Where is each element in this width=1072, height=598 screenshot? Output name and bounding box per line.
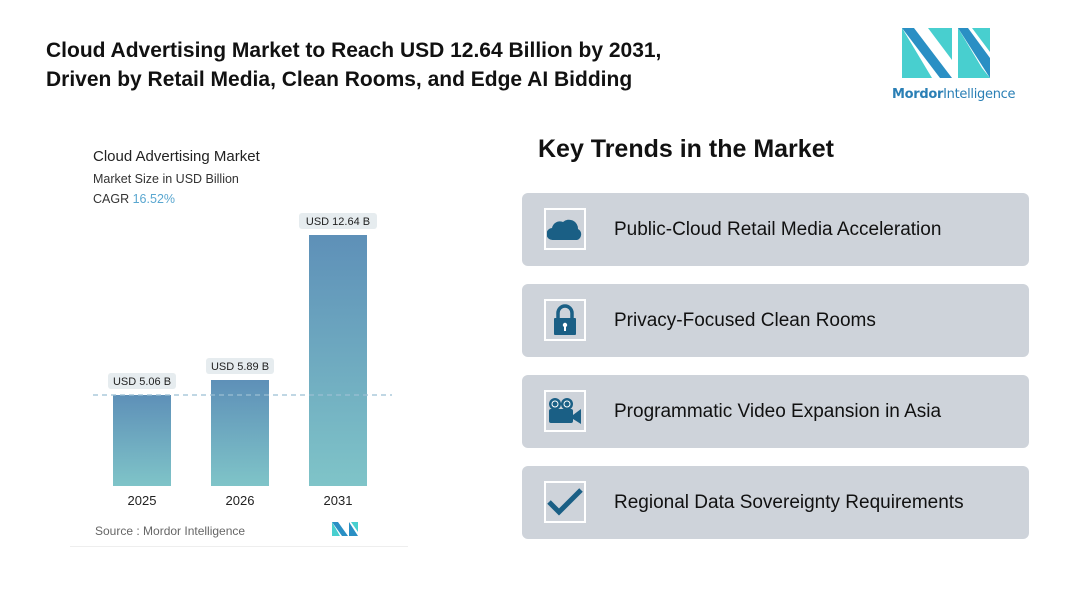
logo-word-1: Mordor [892,87,944,102]
trend-label: Public-Cloud Retail Media Acceleration [614,219,942,240]
data-label-bg [299,213,377,229]
trend-card: Programmatic Video Expansion in Asia [522,375,1029,448]
chart-panel: Cloud Advertising Market Market Size in … [70,135,408,547]
checkmark-icon [544,481,586,523]
data-label: USD 12.64 B [306,216,370,228]
cagr-value: 16.52% [132,192,176,206]
video-camera-icon [544,390,586,432]
logo-mark-icon [902,28,990,78]
data-label-bg [206,358,274,374]
trend-label: Programmatic Video Expansion in Asia [614,401,942,422]
mini-logo-icon [332,522,358,536]
bar-2031 [309,235,367,486]
trend-label: Privacy-Focused Clean Rooms [614,310,876,331]
page-title: Cloud Advertising Market to Reach USD 12… [46,36,661,94]
trends-heading: Key Trends in the Market [538,135,834,163]
data-label: USD 5.89 B [211,361,269,373]
x-tick-label: 2026 [226,493,255,508]
title-line-2: Driven by Retail Media, Clean Rooms, and… [46,68,633,91]
x-tick-label: 2025 [128,493,157,508]
trend-card: Public-Cloud Retail Media Acceleration [522,193,1029,266]
cagr-label: CAGR [93,192,130,206]
trend-card: Regional Data Sovereignty Requirements [522,466,1029,539]
trend-label: Regional Data Sovereignty Requirements [614,492,964,513]
mordor-logo: MordorIntelligence [892,28,1015,102]
bar-2026 [211,380,269,486]
chart-subtitle: Market Size in USD Billion [93,172,239,186]
lock-icon [544,299,586,341]
title-line-1: Cloud Advertising Market to Reach USD 12… [46,39,662,62]
trend-card: Privacy-Focused Clean Rooms [522,284,1029,357]
cagr: CAGR 16.52% [93,192,175,206]
bar-2025 [113,395,171,486]
x-tick-label: 2031 [324,493,353,508]
chart-title: Cloud Advertising Market [93,148,260,165]
data-label-bg [108,373,176,389]
bar-chart: USD 5.06 B 2025 USD 5.89 B 2026 USD 12.64 B 2… [93,213,392,508]
chart-source: Source : Mordor Intelligence [95,524,246,538]
data-label: USD 5.06 B [113,376,171,388]
logo-word-2: Intelligence [943,87,1016,102]
cloud-icon [544,208,586,250]
